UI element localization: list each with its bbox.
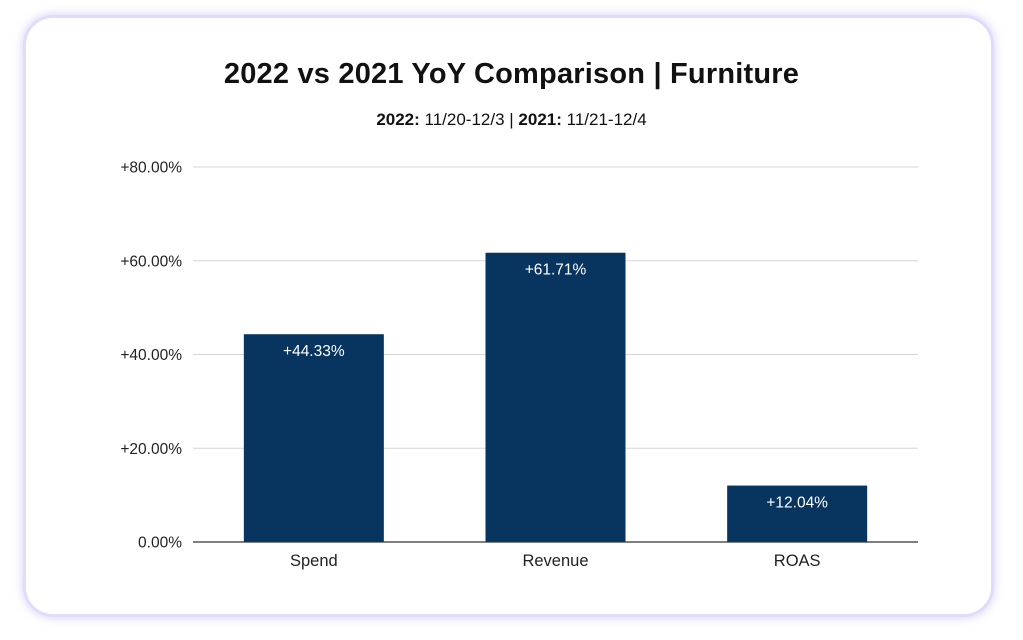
data-label: +44.33% [283, 343, 345, 360]
bar-revenue [485, 252, 626, 542]
chart-title: 2022 vs 2021 YoY Comparison | Furniture [223, 58, 800, 90]
x-tick-label: ROAS [774, 552, 821, 570]
bar-roas [727, 485, 868, 542]
y-tick-label: +40.00% [120, 347, 182, 364]
subtitle-range-2022: 11/20-12/3 | [419, 110, 519, 129]
y-tick-label: +60.00% [120, 253, 182, 270]
data-label: +61.71% [525, 262, 587, 279]
y-tick-label: +20.00% [120, 441, 182, 458]
subtitle-label-2021: 2021: [518, 110, 562, 129]
y-tick-label: 0.00% [138, 535, 182, 552]
subtitle-range-2021: 11/21-12/4 [561, 110, 647, 129]
chart-subtitle: 2022: 11/20-12/3 | 2021: 11/21-12/4 [0, 110, 1023, 130]
y-tick-label: +80.00% [120, 160, 182, 177]
bar-spend [243, 334, 384, 542]
subtitle-label-2022: 2022: [376, 110, 420, 129]
x-tick-label: Revenue [522, 552, 588, 570]
x-tick-label: Spend [290, 552, 338, 570]
data-label: +12.04% [766, 495, 828, 512]
